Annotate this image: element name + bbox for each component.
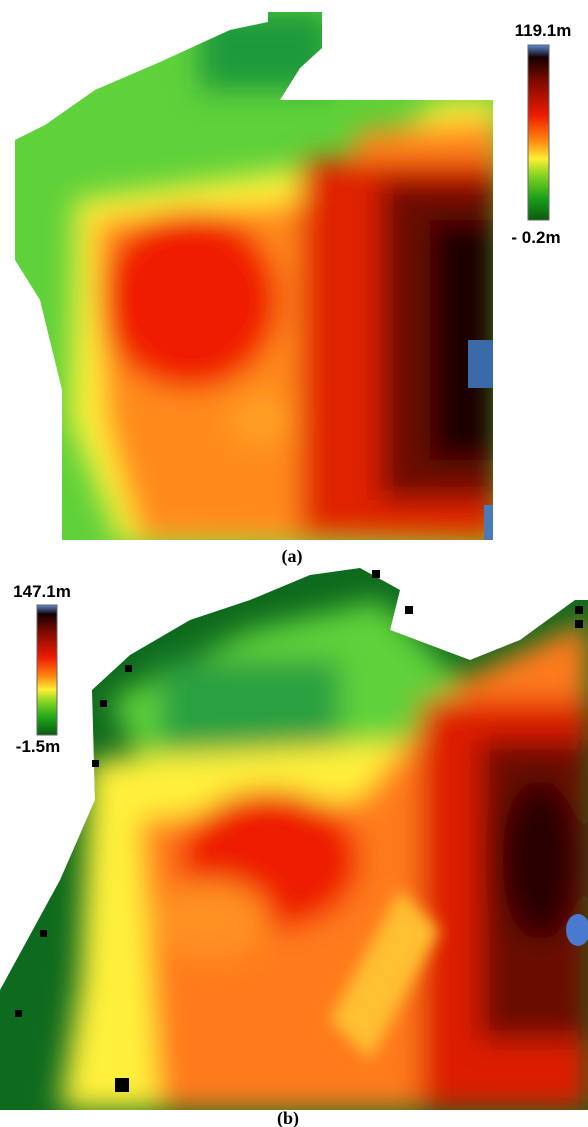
caption: (a) — [282, 546, 303, 567]
caption: (b) — [277, 1108, 299, 1127]
elevation-map-b — [0, 568, 588, 1110]
colorbar-b — [36, 604, 58, 736]
nodata-speckles — [15, 570, 583, 1092]
colorbar-a — [527, 44, 550, 221]
colorbar-min-label: - 0.2m — [511, 228, 560, 247]
colorbar-max-label: 147.1m — [13, 582, 71, 601]
colorbar-max-label: 119.1m — [515, 21, 572, 40]
elevation-map-a — [15, 12, 493, 540]
colorbar-min-label: -1.5m — [16, 737, 60, 756]
